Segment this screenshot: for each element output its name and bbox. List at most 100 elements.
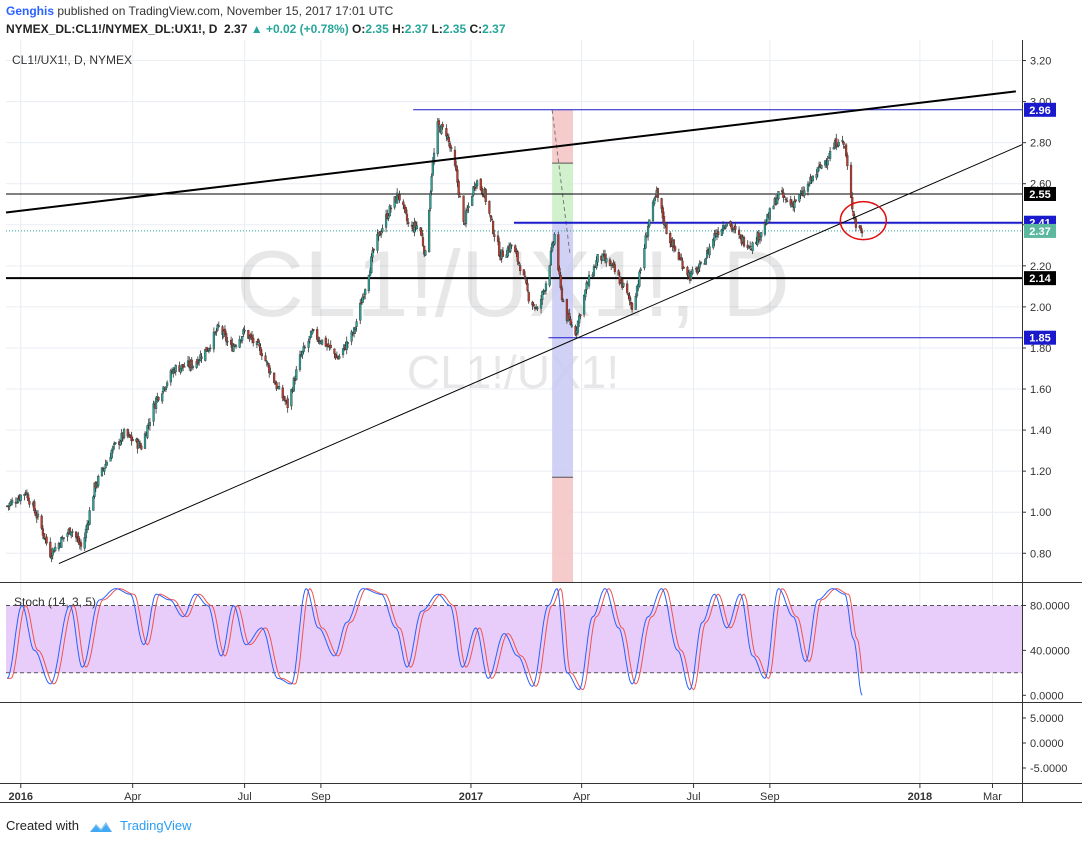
candle[interactable] — [549, 247, 553, 266]
candle[interactable] — [143, 431, 147, 449]
candle[interactable] — [467, 202, 470, 213]
candle[interactable] — [92, 495, 95, 511]
candle[interactable] — [587, 270, 591, 289]
candle[interactable] — [519, 263, 522, 275]
candle[interactable] — [772, 205, 775, 210]
candle[interactable] — [509, 242, 512, 254]
candle[interactable] — [97, 474, 100, 488]
candle[interactable] — [553, 232, 556, 246]
candle[interactable] — [849, 161, 853, 199]
candle[interactable] — [837, 139, 840, 148]
candle[interactable] — [338, 353, 341, 360]
candle[interactable] — [110, 448, 113, 460]
candle[interactable] — [321, 339, 324, 346]
candle[interactable] — [585, 280, 588, 294]
candle[interactable] — [854, 216, 858, 232]
candle[interactable] — [71, 528, 74, 537]
candle[interactable] — [674, 245, 677, 253]
candle[interactable] — [49, 537, 52, 559]
candle[interactable] — [544, 280, 548, 295]
candle[interactable] — [191, 365, 195, 370]
candle[interactable] — [648, 219, 651, 228]
candle[interactable] — [333, 348, 336, 359]
candle[interactable] — [793, 195, 796, 213]
candle[interactable] — [264, 352, 267, 362]
candle[interactable] — [749, 241, 752, 251]
trendline-2[interactable] — [58, 144, 1023, 564]
candle[interactable] — [516, 249, 519, 265]
candle[interactable] — [690, 271, 693, 282]
candle[interactable] — [462, 195, 465, 226]
candle[interactable] — [273, 372, 276, 384]
candle[interactable] — [45, 533, 48, 546]
candle[interactable] — [558, 265, 561, 278]
stochastic-pane[interactable] — [6, 587, 1022, 696]
candle[interactable] — [860, 228, 864, 238]
candle[interactable] — [785, 196, 789, 203]
candle[interactable] — [40, 514, 43, 531]
tradingview-link[interactable]: TradingView — [120, 818, 192, 833]
candle[interactable] — [367, 274, 370, 294]
candle[interactable] — [152, 400, 155, 427]
candle[interactable] — [479, 177, 482, 192]
candle[interactable] — [644, 232, 647, 249]
candle[interactable] — [277, 381, 281, 390]
candle[interactable] — [316, 326, 319, 342]
candle[interactable] — [62, 537, 65, 542]
candle[interactable] — [157, 396, 160, 402]
candle[interactable] — [826, 155, 829, 170]
candle[interactable] — [514, 244, 517, 253]
candle[interactable] — [456, 165, 459, 188]
candle[interactable] — [355, 318, 358, 332]
candle[interactable] — [28, 497, 31, 508]
projection-zone[interactable] — [552, 477, 574, 582]
candle[interactable] — [583, 294, 586, 318]
candle[interactable] — [527, 290, 530, 304]
candle[interactable] — [562, 298, 565, 303]
projection-zone[interactable] — [552, 109, 574, 164]
stoch-d-line[interactable] — [7, 587, 863, 691]
candle[interactable] — [730, 221, 733, 233]
candle[interactable] — [626, 280, 629, 295]
candle[interactable] — [384, 209, 388, 233]
candle[interactable] — [436, 118, 439, 157]
candle[interactable] — [302, 342, 305, 354]
candle[interactable] — [660, 197, 663, 214]
candle[interactable] — [307, 338, 310, 353]
candle[interactable] — [154, 396, 158, 414]
candle[interactable] — [493, 229, 496, 242]
candle[interactable] — [559, 272, 562, 291]
candle[interactable] — [742, 235, 746, 248]
author-link[interactable]: Genghis — [6, 4, 55, 18]
candle[interactable] — [651, 199, 655, 223]
candle[interactable] — [405, 209, 409, 225]
candle[interactable] — [241, 335, 244, 344]
candle[interactable] — [84, 525, 88, 542]
candle[interactable] — [845, 143, 848, 158]
candle[interactable] — [281, 384, 284, 402]
candle[interactable] — [329, 340, 332, 350]
candle[interactable] — [765, 218, 768, 226]
candle[interactable] — [415, 221, 418, 231]
candle[interactable] — [532, 302, 535, 307]
candle[interactable] — [311, 328, 314, 335]
candle[interactable] — [458, 192, 461, 198]
candle[interactable] — [68, 527, 72, 535]
candle[interactable] — [432, 147, 436, 166]
candle[interactable] — [475, 179, 479, 189]
candle[interactable] — [164, 386, 168, 393]
stoch-k-line[interactable] — [6, 587, 863, 696]
candle[interactable] — [204, 348, 207, 362]
candle[interactable] — [783, 195, 786, 198]
candle[interactable] — [634, 293, 637, 310]
candle[interactable] — [200, 352, 203, 364]
symbol-name[interactable]: NYMEX_DL:CL1!/NYMEX_DL:UX1!, D — [6, 22, 218, 36]
candle[interactable] — [217, 321, 220, 328]
candle[interactable] — [327, 338, 330, 348]
candle[interactable] — [428, 208, 431, 253]
candle[interactable] — [646, 222, 650, 241]
candle[interactable] — [381, 224, 384, 234]
candle[interactable] — [198, 358, 201, 366]
candle[interactable] — [653, 197, 656, 207]
candle[interactable] — [298, 350, 302, 372]
